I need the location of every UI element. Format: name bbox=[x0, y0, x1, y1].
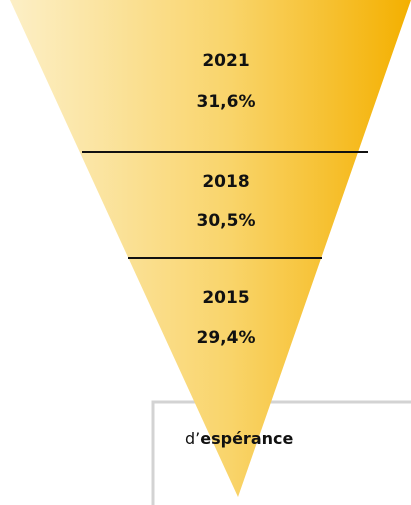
value-label: 31,6% bbox=[197, 92, 256, 112]
year-label: 2015 bbox=[202, 288, 249, 308]
box-text-prefix: d’ bbox=[185, 429, 200, 448]
box-text-bold: espérance bbox=[200, 429, 293, 448]
value-label: 29,4% bbox=[197, 328, 256, 348]
value-label: 30,5% bbox=[197, 211, 256, 231]
box-text: d’espérance bbox=[185, 429, 293, 448]
year-label: 2021 bbox=[202, 51, 249, 71]
funnel bbox=[10, 0, 411, 497]
text-box bbox=[151, 400, 411, 505]
year-label: 2018 bbox=[202, 172, 249, 192]
